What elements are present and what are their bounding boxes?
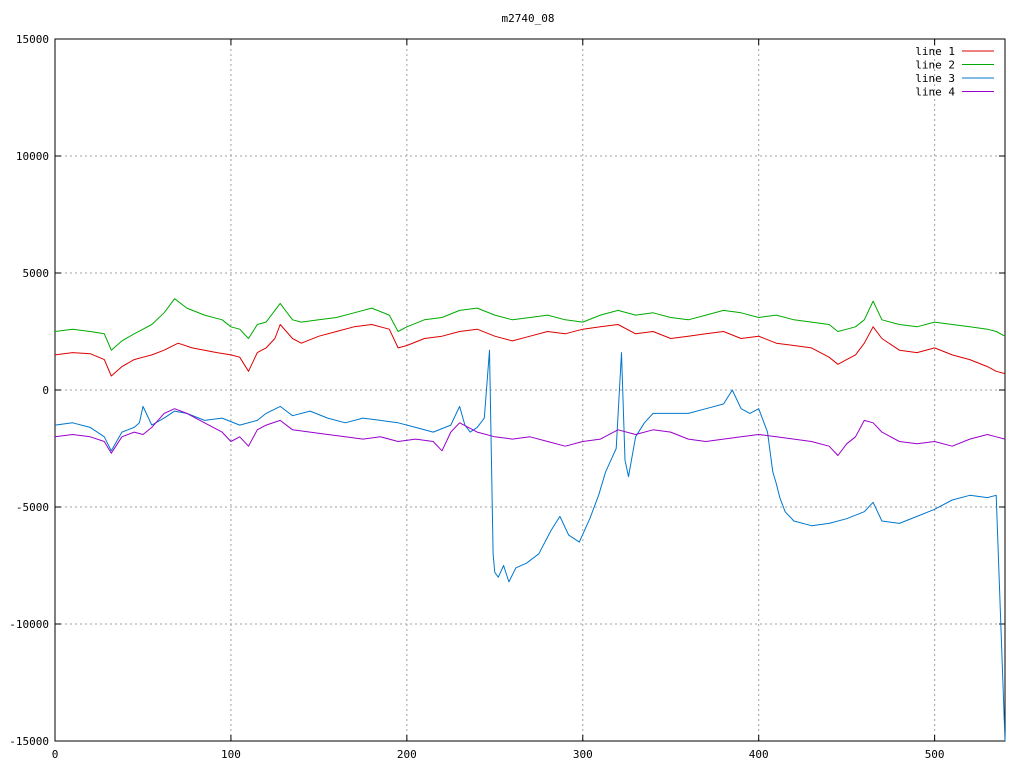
x-tick-label: 200 bbox=[397, 748, 417, 761]
x-tick-label: 100 bbox=[221, 748, 241, 761]
y-tick-label: 5000 bbox=[23, 267, 50, 280]
legend-label: line 4 bbox=[915, 86, 955, 99]
series-1 bbox=[54, 324, 1006, 377]
x-tick-label: 0 bbox=[52, 748, 59, 761]
x-tick-label: 400 bbox=[749, 748, 769, 761]
legend-label: line 1 bbox=[915, 45, 955, 58]
series-3 bbox=[54, 349, 1006, 742]
axes: -15000 -10000 -5000 0 5000 10000 15000 0 100 200 3… bbox=[9, 33, 1005, 761]
series-line-3 bbox=[54, 349, 1006, 742]
y-tick-label: 15000 bbox=[16, 33, 49, 46]
x-tick-label: 300 bbox=[573, 748, 593, 761]
series-4 bbox=[54, 408, 1006, 456]
y-tick-label: -10000 bbox=[9, 618, 49, 631]
series-2 bbox=[54, 298, 1006, 351]
series-line-4 bbox=[54, 408, 1006, 456]
y-tick-label: 10000 bbox=[16, 150, 49, 163]
series-layer bbox=[54, 298, 1006, 742]
legend-label: line 3 bbox=[915, 72, 955, 85]
legend-label: line 2 bbox=[915, 59, 955, 72]
chart-title: m2740_08 bbox=[502, 12, 555, 25]
y-tick-label: 0 bbox=[42, 384, 49, 397]
series-line-1 bbox=[54, 324, 1006, 377]
series-line-2 bbox=[54, 298, 1006, 351]
y-tick-label: -5000 bbox=[16, 501, 49, 514]
x-tick-label: 500 bbox=[925, 748, 945, 761]
grid bbox=[55, 39, 1005, 741]
y-tick-label: -15000 bbox=[9, 735, 49, 748]
